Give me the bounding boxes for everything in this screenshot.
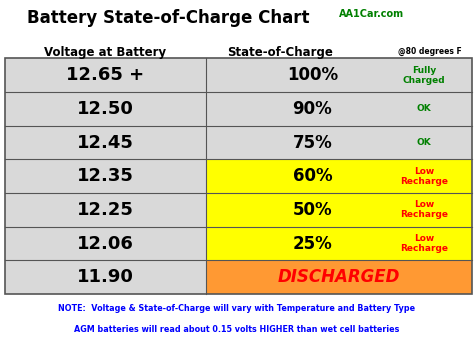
Text: State-of-Charge: State-of-Charge xyxy=(227,46,333,60)
Text: 25%: 25% xyxy=(292,235,332,252)
Text: 12.35: 12.35 xyxy=(77,167,134,185)
Text: Low
Recharge: Low Recharge xyxy=(400,234,448,253)
Bar xyxy=(206,58,472,92)
Text: 12.65 +: 12.65 + xyxy=(66,66,145,84)
Bar xyxy=(206,227,472,260)
Text: 12.25: 12.25 xyxy=(77,201,134,219)
Text: 11.90: 11.90 xyxy=(77,268,134,286)
Bar xyxy=(206,160,472,193)
Text: 100%: 100% xyxy=(287,66,338,84)
Bar xyxy=(206,92,472,126)
Text: 60%: 60% xyxy=(292,167,332,185)
Bar xyxy=(5,92,206,126)
Text: Low
Recharge: Low Recharge xyxy=(400,201,448,219)
Text: 12.06: 12.06 xyxy=(77,235,134,252)
Bar xyxy=(5,58,206,92)
Text: OK: OK xyxy=(417,138,431,147)
Text: Low
Recharge: Low Recharge xyxy=(400,167,448,186)
Text: 75%: 75% xyxy=(292,133,332,152)
Text: 50%: 50% xyxy=(292,201,332,219)
Text: NOTE:  Voltage & State-of-Charge will vary with Temperature and Battery Type: NOTE: Voltage & State-of-Charge will var… xyxy=(58,304,416,313)
Bar xyxy=(206,260,472,294)
Text: Battery State-of-Charge Chart: Battery State-of-Charge Chart xyxy=(27,9,310,26)
Bar xyxy=(206,193,472,227)
Text: 12.45: 12.45 xyxy=(77,133,134,152)
Text: Voltage at Battery: Voltage at Battery xyxy=(45,46,166,60)
Text: AA1Car.com: AA1Car.com xyxy=(339,9,404,19)
Text: 90%: 90% xyxy=(292,100,332,118)
Bar xyxy=(206,126,472,160)
Text: Fully
Charged: Fully Charged xyxy=(402,66,445,85)
Text: @80 degrees F: @80 degrees F xyxy=(398,46,462,56)
Bar xyxy=(5,260,206,294)
Bar xyxy=(5,126,206,160)
Text: OK: OK xyxy=(417,105,431,114)
Bar xyxy=(5,227,206,260)
Text: AGM batteries will read about 0.15 volts HIGHER than wet cell batteries: AGM batteries will read about 0.15 volts… xyxy=(74,325,400,334)
Text: DISCHARGED: DISCHARGED xyxy=(278,268,400,286)
Bar xyxy=(5,160,206,193)
Text: 12.50: 12.50 xyxy=(77,100,134,118)
Bar xyxy=(5,193,206,227)
